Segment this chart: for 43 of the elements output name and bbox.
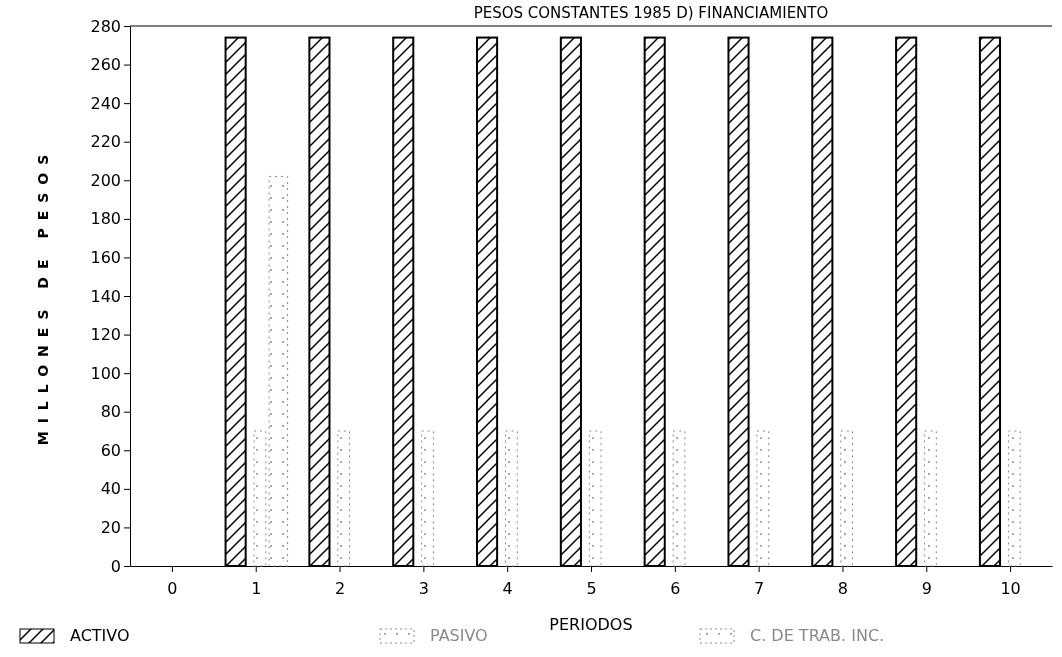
bar bbox=[672, 430, 686, 567]
x-tick-label: 7 bbox=[754, 579, 765, 599]
y-tick-label: 40 bbox=[100, 479, 121, 499]
x-tick-label: 10 bbox=[1000, 579, 1021, 599]
y-tick-label: 120 bbox=[90, 325, 121, 345]
x-tick-label: 2 bbox=[334, 579, 346, 599]
bar bbox=[505, 430, 518, 567]
y-tick-label: 180 bbox=[90, 209, 121, 229]
y-tick-label: 220 bbox=[90, 132, 121, 152]
chart-title: PESOS CONSTANTES 1985 D) FINANCIAMIENTO bbox=[473, 4, 829, 22]
x-tick-label: 0 bbox=[167, 579, 178, 599]
bar bbox=[840, 430, 854, 567]
bar bbox=[268, 175, 289, 567]
y-tick-label: 80 bbox=[100, 402, 121, 422]
y-tick-label: 240 bbox=[90, 93, 121, 113]
bar bbox=[924, 430, 937, 567]
bar bbox=[1007, 430, 1021, 567]
y-tick-label: 0 bbox=[110, 556, 121, 576]
x-tick-label: 4 bbox=[502, 579, 513, 599]
legend-label: C. DE TRAB. INC. bbox=[750, 626, 885, 645]
legend-label: PASIVO bbox=[430, 626, 488, 645]
x-tick-label: 9 bbox=[921, 579, 932, 599]
y-tick-label: 280 bbox=[90, 16, 121, 36]
y-tick-label: 20 bbox=[100, 518, 121, 538]
y-axis-title: MILLONES DE PESOS bbox=[35, 146, 51, 446]
bar bbox=[337, 430, 351, 567]
bar bbox=[756, 430, 770, 567]
y-tick-label: 60 bbox=[100, 440, 121, 460]
x-tick-label: 8 bbox=[837, 579, 849, 599]
y-tick-label: 200 bbox=[90, 170, 121, 190]
bar bbox=[421, 430, 434, 567]
y-tick-label: 160 bbox=[90, 248, 121, 268]
x-tick-label: 5 bbox=[586, 579, 597, 599]
y-tick-label: 140 bbox=[90, 286, 121, 306]
bar bbox=[588, 430, 602, 567]
bar bbox=[253, 430, 267, 567]
y-tick-label: 260 bbox=[90, 55, 121, 75]
x-tick-label: 3 bbox=[418, 579, 429, 599]
x-tick-label: 6 bbox=[670, 579, 681, 599]
legend-label: ACTIVO bbox=[70, 626, 130, 645]
x-axis-title: PERIODOS bbox=[549, 615, 633, 634]
x-tick-label: 1 bbox=[251, 579, 262, 599]
y-tick-label: 100 bbox=[90, 363, 121, 383]
